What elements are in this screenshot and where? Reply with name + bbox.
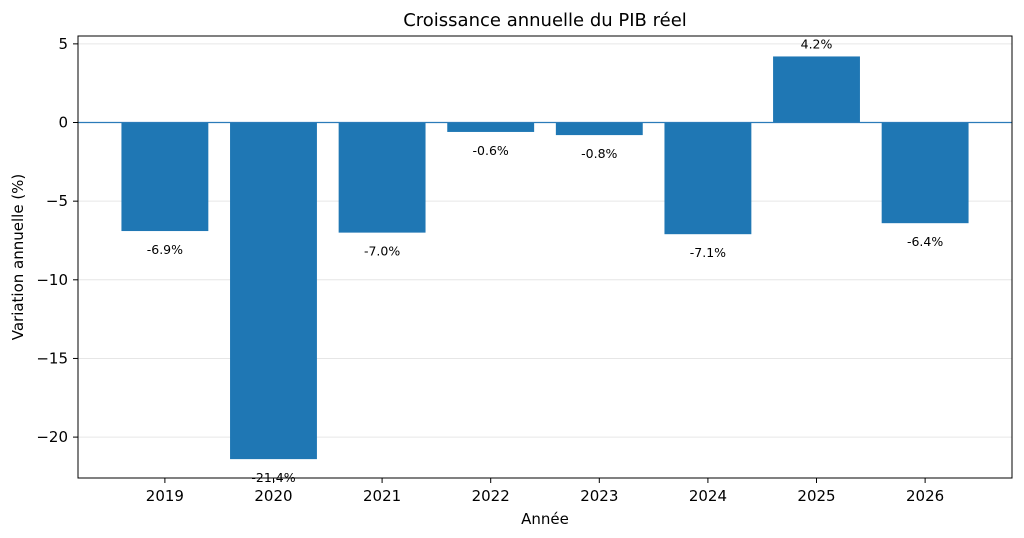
data-label: -6.4%: [907, 234, 943, 249]
x-axis-ticks: 2019 2020 2021 2022 2023 2024 2025 2026: [146, 478, 944, 505]
data-labels: -6.9% -21.4% -7.0% -0.6% -0.8% -7.1% 4.2% -6.4%: [147, 36, 944, 485]
y-tick-label: 5: [58, 35, 68, 53]
bar-2026: [881, 122, 969, 224]
x-tick-label: 2023: [580, 487, 618, 505]
data-label: 4.2%: [801, 36, 833, 51]
x-axis-label: Année: [521, 510, 569, 528]
bar-2022: [447, 122, 535, 132]
data-label: -0.8%: [581, 146, 617, 161]
data-label: -0.6%: [473, 143, 509, 158]
bar-2023: [555, 122, 643, 136]
x-tick-label: 2024: [689, 487, 727, 505]
y-tick-label: −20: [36, 428, 68, 446]
data-label: -21.4%: [251, 470, 295, 485]
data-label: -7.1%: [690, 245, 726, 260]
y-tick-label: −10: [36, 271, 68, 289]
y-tick-label: −15: [36, 349, 68, 367]
x-tick-label: 2020: [254, 487, 292, 505]
x-tick-label: 2022: [472, 487, 510, 505]
plot-frame: [77, 35, 1013, 479]
bar-2019: [121, 122, 209, 232]
x-tick-label: 2021: [363, 487, 401, 505]
bar-2021: [338, 122, 426, 233]
y-axis-ticks: 5 0 −5 −10 −15 −20: [36, 35, 78, 446]
gridlines: [78, 43, 1012, 438]
bar-2025: [773, 56, 860, 123]
bars: [121, 56, 969, 460]
y-axis-label: Variation annuelle (%): [9, 174, 27, 341]
y-tick-label: −5: [46, 192, 68, 210]
x-tick-label: 2026: [906, 487, 944, 505]
data-label: -6.9%: [147, 242, 183, 257]
bar-2020: [230, 122, 317, 460]
chart-title: Croissance annuelle du PIB réel: [403, 10, 687, 31]
x-tick-label: 2025: [797, 487, 835, 505]
y-tick-label: 0: [58, 114, 68, 132]
bar-2024: [664, 122, 752, 235]
data-label: -7.0%: [364, 244, 400, 259]
x-tick-label: 2019: [146, 487, 184, 505]
